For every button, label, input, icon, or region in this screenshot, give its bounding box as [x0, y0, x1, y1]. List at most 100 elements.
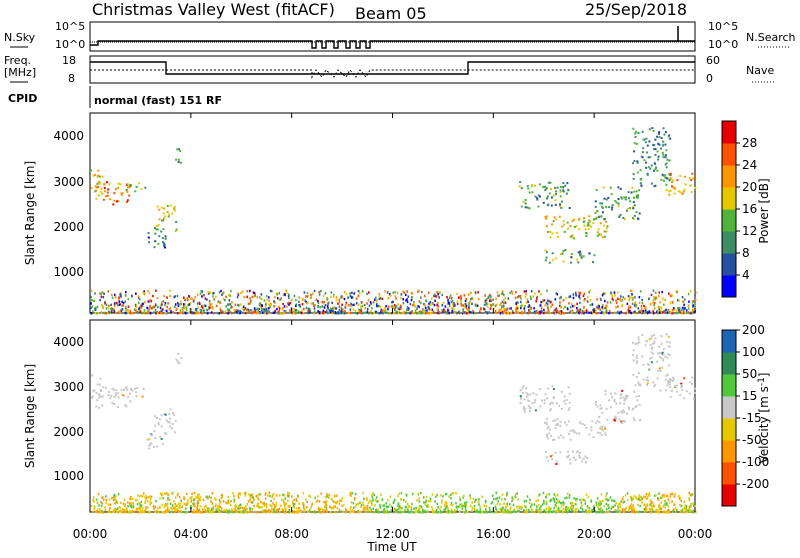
velocity-cell: [567, 386, 570, 389]
velocity-cell: [631, 509, 634, 513]
velocity-cell: [465, 504, 467, 507]
velocity-cell: [599, 432, 602, 435]
velocity-cell: [161, 492, 163, 496]
velocity-cell: [191, 495, 193, 499]
velocity-cell: [582, 457, 585, 460]
power-cell: [631, 302, 634, 305]
velocity-cell: [606, 499, 609, 502]
velocity-cell: [425, 501, 427, 504]
power-cell: [147, 300, 150, 303]
velocity-cell: [598, 421, 601, 424]
velocity-cell: [184, 507, 187, 510]
velocity-cell: [437, 506, 439, 509]
power-cell: [539, 304, 542, 307]
velocity-cell: [659, 369, 662, 372]
power-cell: [413, 303, 416, 307]
power-cell: [627, 294, 630, 298]
power-cell: [135, 311, 137, 314]
power-cell: [467, 293, 470, 296]
power-cell: [446, 302, 449, 306]
velocity-cell: [164, 413, 167, 416]
power-cell: [447, 298, 450, 302]
power-cell: [617, 186, 620, 189]
power-cell: [103, 183, 106, 186]
power-cell: [162, 311, 164, 315]
velocity-cell: [683, 377, 686, 380]
power-cell: [276, 297, 279, 300]
velocity-cell: [665, 333, 668, 336]
power-cell: [457, 311, 460, 314]
power-cell: [672, 179, 675, 182]
power-cell: [394, 306, 397, 310]
power-cell: [458, 311, 461, 315]
velocity-cell: [407, 508, 409, 512]
velocity-cell: [681, 385, 684, 388]
power-cell: [596, 306, 598, 309]
velocity-cell: [595, 400, 598, 403]
velocity-cell: [135, 498, 138, 502]
power-cell: [543, 308, 545, 312]
power-cell: [313, 289, 316, 293]
power-cell: [194, 311, 196, 315]
velocity-cell: [578, 432, 581, 435]
power-cell: [605, 230, 608, 233]
power-cell: [628, 296, 631, 299]
power-cell: [100, 187, 103, 190]
velocity-cell: [621, 498, 624, 501]
power-cell: [343, 297, 346, 301]
velocity-cell: [424, 510, 427, 514]
velocity-cell: [197, 501, 200, 505]
power-cell: [653, 144, 656, 147]
power-cell: [269, 289, 272, 293]
power-cell: [596, 312, 598, 315]
power-cell: [486, 302, 489, 305]
velocity-cell: [171, 422, 174, 425]
power-cell: [411, 295, 413, 299]
power-cell: [429, 301, 432, 304]
power-cell: [222, 297, 225, 301]
velocity-cell: [528, 409, 531, 412]
velocity-cell: [641, 497, 644, 500]
velocity-cell: [190, 504, 192, 508]
power-cell: [650, 293, 653, 297]
velocity-cell: [461, 504, 463, 508]
velocity-cell: [340, 499, 343, 503]
velocity-cell: [140, 510, 142, 514]
power-cell: [177, 304, 180, 308]
power-cell: [421, 311, 424, 314]
velocity-cell: [176, 504, 178, 508]
velocity-cell: [111, 401, 114, 404]
velocity-cell: [486, 511, 488, 514]
power-cell: [201, 290, 204, 293]
velocity-cell: [212, 511, 214, 514]
power-cell: [183, 311, 186, 314]
power-cell: [669, 310, 672, 314]
velocity-cell: [675, 508, 678, 512]
velocity-cell: [669, 379, 672, 382]
power-cell: [456, 302, 459, 306]
velocity-cell: [237, 494, 240, 497]
velocity-cell: [388, 503, 391, 506]
velocity-cell: [650, 361, 653, 364]
velocity-cell: [520, 397, 523, 400]
power-cell: [266, 307, 269, 310]
velocity-cell: [295, 499, 298, 502]
power-cell: [306, 295, 309, 298]
power-cell: [652, 301, 654, 304]
velocity-cell: [93, 508, 96, 511]
velocity-cell: [588, 507, 591, 510]
power-cell: [141, 304, 144, 308]
power-cell: [548, 261, 551, 264]
power-cell: [444, 305, 447, 308]
velocity-cell: [642, 378, 645, 381]
velocity-cell: [382, 508, 385, 512]
velocity-cell: [402, 510, 404, 514]
velocity-cell: [569, 438, 572, 441]
power-cell: [293, 310, 296, 313]
power-cell: [524, 310, 526, 314]
power-cell: [108, 183, 111, 186]
power-cell: [575, 293, 577, 297]
nsearch-tick-bottom: 10^0: [708, 38, 738, 51]
velocity-cell: [139, 508, 142, 511]
power-cell: [282, 293, 285, 296]
